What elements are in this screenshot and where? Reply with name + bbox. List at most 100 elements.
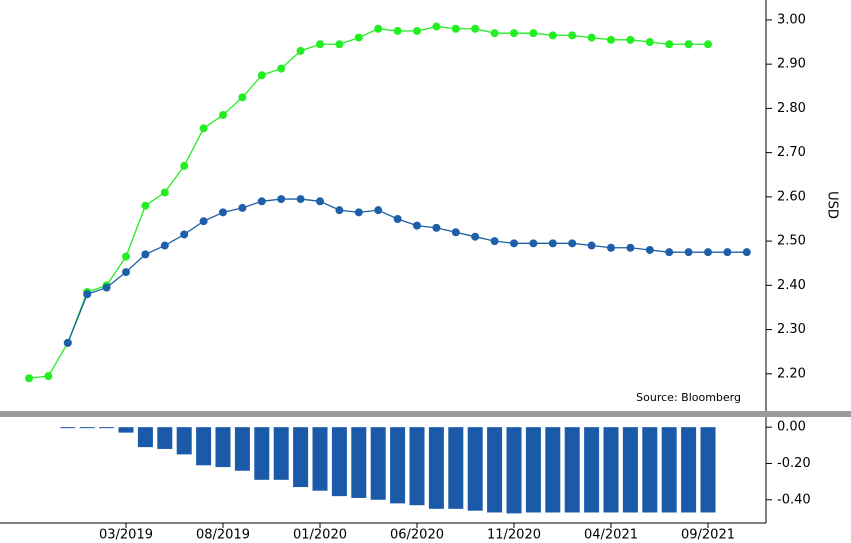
data-point <box>102 283 111 292</box>
y-tick-label: 2.80 <box>777 101 806 116</box>
x-tick-label: 08/2019 <box>196 528 250 543</box>
bar <box>448 427 464 509</box>
data-point <box>219 208 227 217</box>
bar <box>603 427 619 513</box>
bar <box>157 427 173 449</box>
data-point <box>684 248 693 257</box>
data-point <box>44 372 53 381</box>
bar <box>390 427 406 504</box>
data-point <box>704 40 712 49</box>
bar <box>118 427 134 433</box>
data-point <box>219 111 227 120</box>
data-point <box>25 374 33 383</box>
bar <box>196 427 212 466</box>
x-tick-label: 01/2020 <box>293 528 347 543</box>
data-point <box>413 221 421 230</box>
data-point <box>335 206 344 215</box>
data-point <box>257 197 266 206</box>
series-line <box>28 25 708 379</box>
data-point <box>529 239 538 248</box>
data-point <box>316 40 324 49</box>
y-tick-label: 2.90 <box>777 57 806 72</box>
bar <box>99 427 115 429</box>
data-point <box>684 40 693 49</box>
bar <box>506 427 522 514</box>
x-tick-label: 03/2019 <box>99 528 153 543</box>
data-point <box>374 206 383 215</box>
data-point <box>607 243 615 252</box>
x-tick-label: 09/2021 <box>681 528 735 543</box>
data-point <box>548 239 557 248</box>
bar <box>293 427 309 488</box>
data-point <box>122 268 130 277</box>
data-point <box>316 197 324 206</box>
data-point <box>723 248 732 257</box>
x-tick-label: 06/2020 <box>390 528 444 543</box>
data-point <box>257 71 266 80</box>
bar <box>700 427 716 513</box>
data-point <box>238 93 247 102</box>
bar <box>409 427 425 506</box>
data-point <box>296 195 305 204</box>
data-point <box>354 208 363 217</box>
bar <box>234 427 250 471</box>
data-point <box>490 29 499 38</box>
data-point <box>335 40 344 49</box>
data-point <box>432 22 441 31</box>
y-tick-label: -0.40 <box>777 492 811 507</box>
x-tick-label: 04/2021 <box>584 528 638 543</box>
data-point <box>180 230 189 239</box>
data-point <box>199 124 208 133</box>
data-point <box>393 214 402 223</box>
bar <box>273 427 289 480</box>
data-point <box>510 29 518 38</box>
data-point <box>199 217 208 226</box>
bar <box>312 427 328 491</box>
bar <box>525 427 541 513</box>
bar <box>681 427 697 513</box>
data-point <box>393 26 402 35</box>
bar <box>428 427 444 509</box>
bar <box>176 427 192 455</box>
data-point <box>665 40 674 49</box>
bar <box>370 427 386 500</box>
series-line <box>67 198 747 344</box>
y-tick-label: 2.70 <box>777 145 806 160</box>
data-point <box>296 46 305 55</box>
y-axis-label: USD <box>825 191 840 219</box>
source-note: Source: Bloomberg <box>636 391 741 404</box>
data-point <box>141 250 150 259</box>
data-point <box>704 248 712 257</box>
bar <box>137 427 153 448</box>
bar <box>564 427 580 513</box>
y-tick-label: 2.50 <box>777 234 806 249</box>
data-point <box>277 64 286 73</box>
data-point <box>83 290 92 299</box>
data-point <box>645 38 654 47</box>
data-point <box>645 245 654 254</box>
data-point <box>160 241 169 250</box>
data-point <box>180 161 189 170</box>
data-point <box>490 237 499 246</box>
panel-divider <box>0 411 851 417</box>
data-point <box>607 35 615 44</box>
data-point <box>451 228 460 237</box>
bar <box>79 427 95 429</box>
data-point <box>122 252 130 261</box>
data-point <box>548 31 557 40</box>
bar <box>215 427 231 468</box>
data-point <box>471 24 480 33</box>
bar <box>661 427 677 513</box>
data-point <box>413 26 421 35</box>
y-tick-label: 2.30 <box>777 322 806 337</box>
data-point <box>471 232 480 241</box>
y-tick-label: 3.00 <box>777 12 806 27</box>
data-point <box>742 248 751 257</box>
data-point <box>63 338 72 347</box>
bar <box>467 427 483 511</box>
y-tick-label: 2.20 <box>777 366 806 381</box>
data-point <box>451 24 460 33</box>
bar <box>331 427 347 497</box>
data-point <box>587 33 596 42</box>
